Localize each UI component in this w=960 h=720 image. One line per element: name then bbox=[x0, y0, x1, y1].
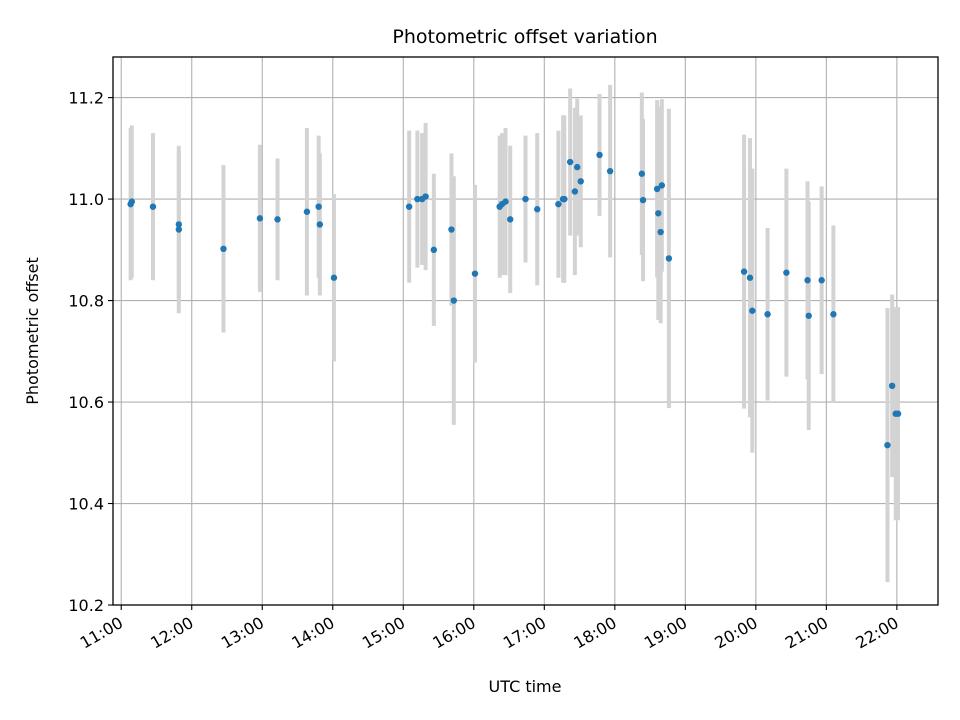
data-point bbox=[639, 196, 647, 204]
data-point bbox=[414, 195, 421, 203]
data-point bbox=[175, 221, 183, 228]
data-point bbox=[783, 269, 790, 276]
data-point bbox=[555, 200, 562, 208]
data-points bbox=[127, 151, 902, 449]
data-point bbox=[830, 311, 837, 318]
data-point bbox=[764, 311, 771, 318]
plot-frame bbox=[112, 56, 939, 606]
data-point bbox=[653, 185, 661, 193]
data-point bbox=[740, 268, 748, 275]
y-axis-label: Photometric offset bbox=[23, 257, 42, 405]
data-point bbox=[665, 255, 673, 262]
data-point bbox=[448, 226, 455, 233]
data-point bbox=[818, 277, 825, 284]
data-point bbox=[805, 312, 812, 319]
y-tick-label: 10.6 bbox=[68, 393, 104, 412]
chart-title: Photometric offset variation bbox=[392, 26, 657, 48]
data-point bbox=[749, 307, 756, 314]
data-point bbox=[884, 441, 891, 449]
data-point bbox=[534, 206, 541, 213]
data-point bbox=[658, 182, 666, 189]
data-point bbox=[804, 277, 811, 284]
data-point bbox=[274, 216, 281, 223]
data-point bbox=[405, 203, 413, 210]
data-point bbox=[746, 274, 754, 281]
data-point bbox=[175, 226, 183, 233]
data-point bbox=[571, 188, 579, 195]
data-point bbox=[577, 178, 584, 185]
data-point bbox=[450, 297, 458, 304]
data-point bbox=[149, 203, 157, 210]
data-point bbox=[220, 245, 227, 252]
data-point bbox=[316, 221, 324, 228]
data-point bbox=[522, 195, 529, 203]
data-point bbox=[888, 382, 896, 389]
data-point bbox=[507, 216, 514, 223]
x-axis-label: UTC time bbox=[489, 677, 562, 696]
data-point bbox=[574, 163, 581, 171]
data-point bbox=[256, 215, 264, 222]
data-point bbox=[596, 151, 603, 159]
y-tick-label: 10.8 bbox=[68, 292, 104, 311]
y-tick-label: 11.2 bbox=[68, 89, 104, 108]
data-point bbox=[502, 198, 509, 205]
data-point bbox=[128, 198, 136, 205]
data-point bbox=[894, 410, 902, 417]
data-point bbox=[657, 228, 664, 236]
data-point bbox=[315, 203, 322, 210]
data-point bbox=[303, 208, 311, 215]
data-point bbox=[471, 270, 479, 277]
data-point bbox=[655, 210, 662, 217]
data-point bbox=[422, 193, 429, 200]
y-tick-label: 10.4 bbox=[68, 495, 104, 514]
data-point bbox=[638, 170, 646, 177]
data-point bbox=[561, 195, 568, 203]
data-point bbox=[566, 158, 574, 166]
data-point bbox=[330, 274, 338, 281]
y-tick-label: 11.0 bbox=[68, 190, 104, 209]
data-point bbox=[606, 167, 614, 175]
y-tick-label: 10.2 bbox=[68, 596, 104, 615]
data-point bbox=[430, 246, 438, 254]
y-axis: 10.2 10.4 10.6 10.8 11.0 11.2 bbox=[68, 89, 113, 615]
